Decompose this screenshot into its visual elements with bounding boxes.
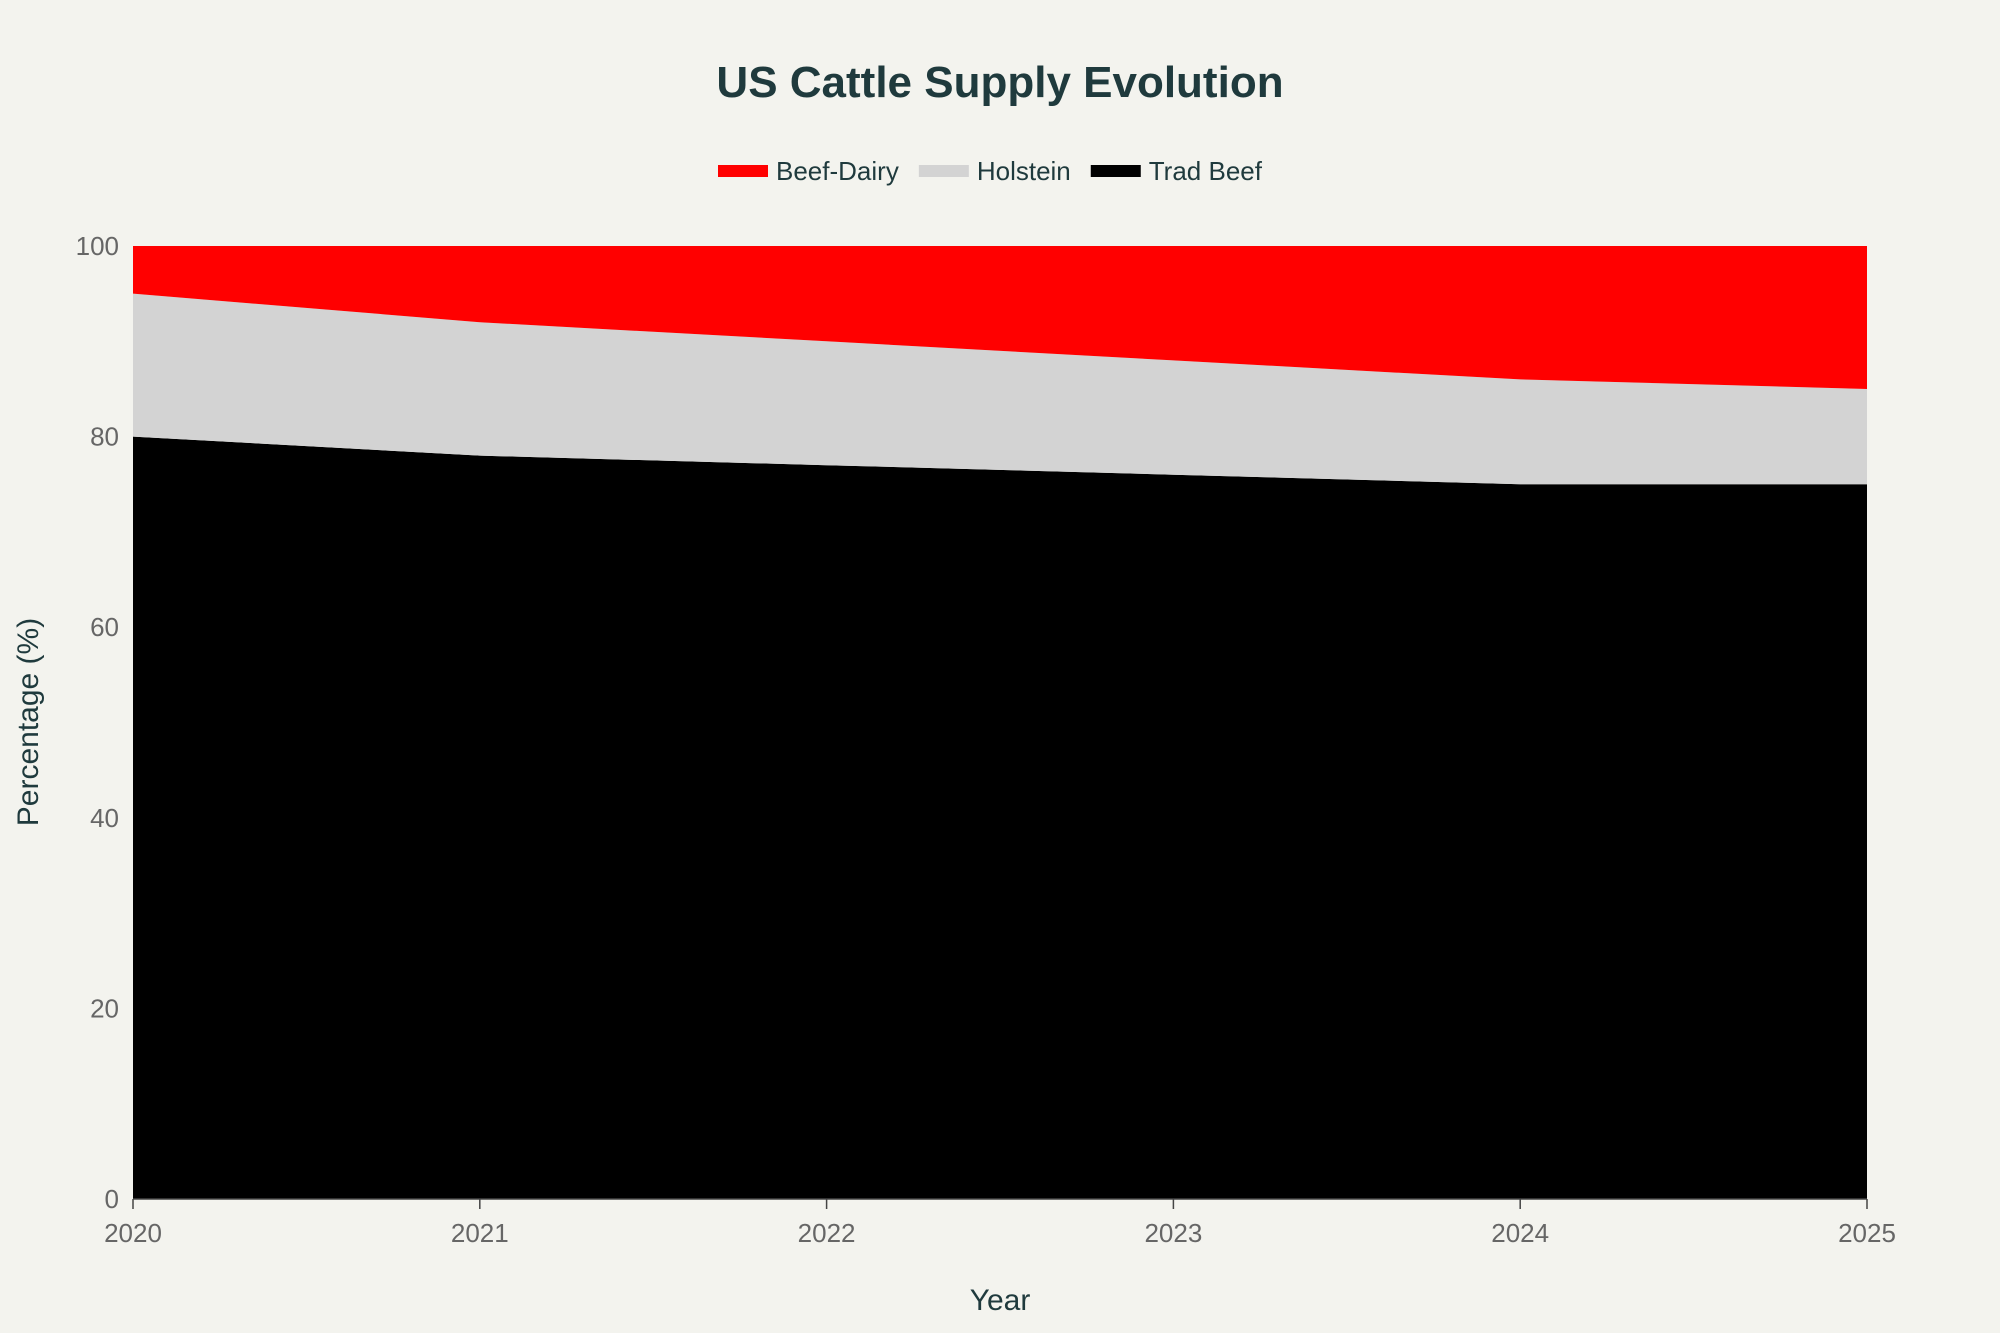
y-axis-ticks: 0 20 40 60 80 100 [76, 231, 119, 1214]
x-tick-label: 2023 [1144, 1218, 1202, 1248]
y-axis-title: Percentage (%) [12, 618, 45, 826]
legend: Beef-Dairy Holstein Trad Beef [718, 156, 1263, 186]
legend-swatch-holstein [918, 165, 969, 177]
x-tick-label: 2024 [1491, 1218, 1549, 1248]
y-tick-label: 40 [90, 803, 119, 833]
area-beef-dairy [133, 246, 1867, 389]
y-tick-label: 20 [90, 993, 119, 1023]
legend-swatch-trad-beef [1090, 165, 1141, 177]
x-tick-label: 2020 [104, 1218, 162, 1248]
legend-label-trad-beef[interactable]: Trad Beef [1149, 156, 1263, 186]
area-holstein [133, 293, 1867, 485]
x-axis-title: Year [970, 1284, 1031, 1317]
x-tick-label: 2022 [798, 1218, 856, 1248]
x-tick-label: 2021 [451, 1218, 509, 1248]
y-tick-label: 80 [90, 422, 119, 452]
area-trad-beef [133, 436, 1867, 1200]
legend-label-beef-dairy[interactable]: Beef-Dairy [776, 156, 899, 186]
legend-label-holstein[interactable]: Holstein [977, 156, 1071, 186]
chart-title: US Cattle Supply Evolution [716, 58, 1283, 107]
y-tick-label: 60 [90, 612, 119, 642]
plot-areas [133, 246, 1867, 1200]
legend-swatch-beef-dairy [718, 165, 768, 177]
x-tick-label: 2025 [1838, 1218, 1896, 1248]
x-axis-ticks: 2020 2021 2022 2023 2024 2025 [104, 1199, 1896, 1248]
y-tick-label: 100 [76, 231, 119, 261]
y-tick-label: 0 [105, 1184, 119, 1214]
